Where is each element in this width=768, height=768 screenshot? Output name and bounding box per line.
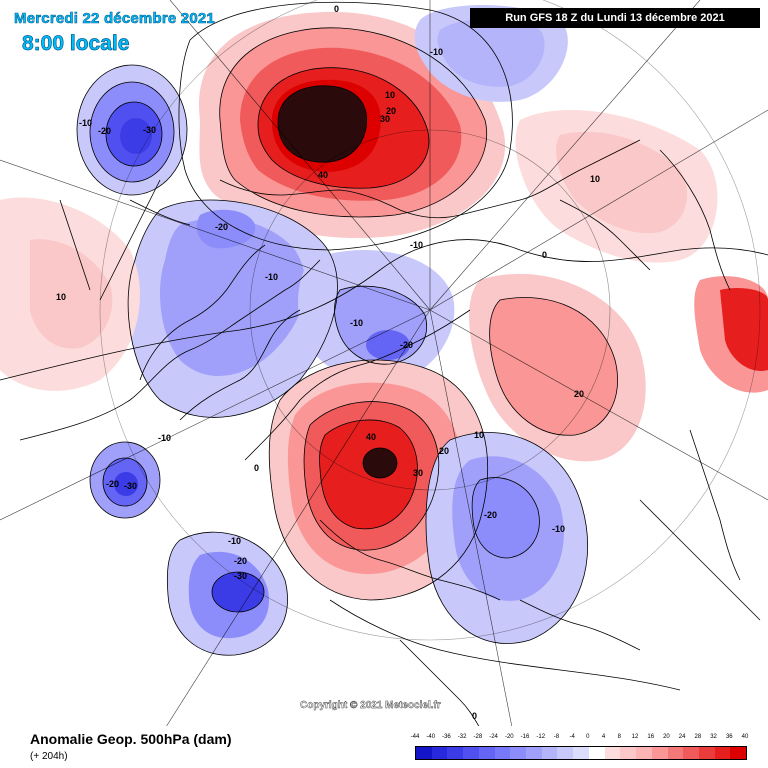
legend-swatch: [541, 747, 558, 759]
legend-label: -40: [426, 734, 436, 740]
legend-swatch: [447, 747, 464, 759]
legend-swatch: [651, 747, 668, 759]
legend-bar: [415, 746, 747, 760]
legend-swatch: [636, 747, 652, 759]
nw-low-anomaly: [77, 65, 187, 195]
contour-label: -20: [234, 556, 247, 566]
legend-label: -28: [473, 734, 483, 740]
east-high-core: [720, 288, 768, 371]
legend-label: -16: [520, 734, 530, 740]
legend-swatch: [667, 747, 684, 759]
contour-label: -30: [143, 125, 156, 135]
legend-label: -44: [410, 734, 420, 740]
color-legend: -44 -40 -36 -32 -28 -24 -20 -16 -12 -8 -4 0 4 8 12 16 20…: [411, 734, 755, 760]
legend-swatch: [510, 747, 527, 759]
asia-high-anomaly: [515, 110, 718, 263]
contour-label: 10: [590, 174, 600, 184]
legend-label: 32: [710, 734, 717, 740]
contour-lines: [0, 1, 768, 656]
contour-label: 20: [574, 389, 584, 399]
contour-label: 0: [254, 463, 259, 473]
contour-label: 30: [413, 468, 423, 478]
contour-label: -20: [484, 510, 497, 520]
contour-label: 20: [439, 446, 449, 456]
legend-label: -32: [457, 734, 467, 740]
contour-label: 10: [56, 292, 66, 302]
contour-label: -10: [228, 536, 241, 546]
legend-swatch: [557, 747, 574, 759]
legend-swatch: [620, 747, 637, 759]
legend-label: -20: [504, 734, 514, 740]
coastlines: [19, 139, 761, 729]
contour-label: -10: [430, 47, 443, 57]
contour-label: -20: [98, 126, 111, 136]
contour-label: -10: [158, 433, 171, 443]
contour-label: 30: [380, 114, 390, 124]
legend-swatch: [714, 747, 731, 759]
legend-label: 16: [647, 734, 655, 740]
legend-labels: -44 -40 -36 -32 -28 -24 -20 -16 -12 -8 -4 0 4 8 12 16 20…: [411, 734, 755, 745]
run-info: Run GFS 18 Z du Lundi 13 décembre 2021: [470, 8, 760, 28]
contour-label: -10: [410, 240, 423, 250]
contour-label: -20: [400, 340, 413, 350]
legend-label: -36: [442, 734, 451, 740]
legend-swatch: [463, 747, 479, 759]
contour-label: 10: [385, 90, 395, 100]
legend-label: 20: [663, 734, 670, 740]
contour-label: 0: [334, 4, 339, 14]
contour-label: 40: [318, 170, 328, 180]
legend-swatch: [573, 747, 589, 759]
contour-label: -20: [106, 479, 119, 489]
legend-swatch: [683, 747, 699, 759]
map-title: Anomalie Geop. 500hPa (dam): [30, 731, 232, 747]
contour-label: -10: [350, 318, 363, 328]
legend-swatch: [416, 747, 432, 759]
contour-label: 0: [542, 250, 547, 260]
legend-swatch: [698, 747, 715, 759]
legend-swatch: [478, 747, 495, 759]
pacific-high-anomaly: [199, 11, 506, 239]
legend-swatch: [730, 747, 747, 759]
russia-low-anomaly: [426, 432, 588, 644]
legend-swatch: [604, 747, 621, 759]
legend-swatch: [588, 747, 605, 759]
legend-label: -8: [553, 734, 560, 740]
forecast-date: Mercredi 22 décembre 2021: [14, 10, 215, 28]
atlantic-low-anomaly: [90, 442, 160, 518]
legend-label: 36: [725, 734, 733, 740]
copyright: Copyright © 2021 Meteociel.fr: [300, 700, 441, 711]
contour-label: 40: [366, 432, 376, 442]
legend-label: -24: [489, 734, 498, 740]
legend-label: 0: [586, 734, 590, 740]
legend-label: 8: [617, 734, 621, 740]
legend-label: 40: [741, 734, 749, 740]
footer: Anomalie Geop. 500hPa (dam) (+ 204h) -44…: [0, 726, 768, 768]
contour-label: 0: [472, 711, 477, 721]
legend-label: 28: [694, 734, 702, 740]
forecast-time: 8:00 locale: [22, 32, 130, 56]
usa-high-anomaly: [0, 197, 140, 391]
contour-label: -20: [215, 222, 228, 232]
contour-label: -30: [124, 481, 137, 491]
contour-label: -30: [234, 571, 247, 581]
legend-swatch: [431, 747, 448, 759]
legend-label: -12: [536, 734, 546, 740]
legend-swatch: [526, 747, 542, 759]
contour-label: 10: [474, 430, 484, 440]
contour-labels: 0 -10 -20 -30 10 20 30 40 -10 10 0 -20 -…: [56, 4, 600, 721]
forecast-lead: (+ 204h): [30, 751, 68, 762]
contour-label: -10: [552, 524, 565, 534]
legend-label: 12: [631, 734, 639, 740]
contour-label: 20: [386, 106, 396, 116]
contour-label: -10: [79, 118, 92, 128]
legend-label: -4: [569, 734, 575, 740]
siberia-high-anomaly: [469, 273, 646, 462]
legend-swatch: [494, 747, 511, 759]
legend-label: 4: [601, 734, 606, 740]
ne-low-anomaly: [414, 5, 568, 102]
contour-label: -10: [265, 272, 278, 282]
legend-label: 24: [678, 734, 686, 740]
